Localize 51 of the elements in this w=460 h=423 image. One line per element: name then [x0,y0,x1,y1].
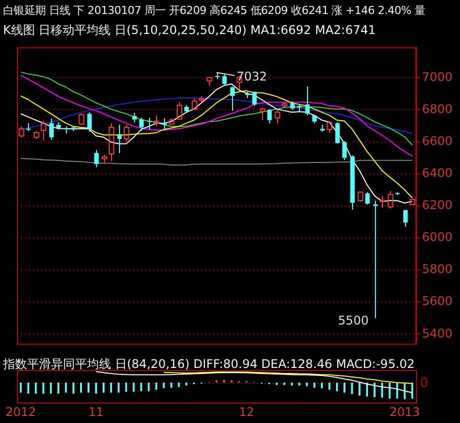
annotation: 5500 [338,313,369,328]
candlestick [245,91,250,99]
ref-line-label: 0 [420,376,428,391]
candlestick [320,124,325,132]
candlestick [335,122,340,144]
y-tick-label: 6400 [422,166,453,180]
candlestick [365,192,370,206]
y-tick-label: 5800 [422,262,453,276]
candlestick [147,117,152,130]
candlestick [222,74,227,86]
candlestick [403,210,408,228]
x-tick-label: 11 [88,404,104,419]
y-tick-label: 6800 [422,102,453,116]
candlestick [312,115,317,124]
candlestick [215,72,220,80]
candlestick [380,195,386,208]
chart-subtitle: K线图 日移动平均线 日(5,10,20,25,50,240) MA1:6692 MA2:6741 [3,22,376,39]
y-tick-label: 5600 [422,294,453,308]
y-tick-label: 7000 [422,70,453,84]
candlestick [56,122,61,130]
chart-title: 白银延期 日线 下 20130107 周一 开6209 高6245 低6209 收6241 涨 +146 2.40% 量 [3,3,426,18]
candlestick [26,122,31,132]
candlestick [117,124,122,154]
x-tick-label: 2012 [5,404,36,419]
candlestick [64,126,69,134]
candlestick [162,118,167,131]
candlestick [305,86,310,116]
annotation: 7032 [236,70,268,84]
y-tick-label: 5400 [422,326,453,340]
y-tick-label: 6600 [422,134,453,148]
candlestick [297,104,302,113]
candlestick [252,92,257,106]
candlestick [260,106,266,121]
candlestick [184,104,189,113]
y-tick-label: 6200 [422,198,453,212]
y-tick-label: 6000 [422,230,453,244]
candlestick [71,126,76,132]
candlestick [267,110,272,124]
candlestick [139,117,144,132]
candlestick [94,149,99,168]
candlestick [290,100,295,110]
x-tick-label: 12 [238,404,254,419]
candlestick [40,120,46,142]
candlestick [373,200,378,319]
candlestick [132,112,137,123]
candlestick [342,140,347,161]
x-tick-label: 2013 [389,404,420,419]
candlestick [108,122,114,162]
candlestick [49,118,54,140]
candlestick [350,154,355,210]
chart-title: 指数平滑异同平均线 日(84,20,16) DIFF:80.94 DEA:128.46 MACD:-95.02 [3,356,415,373]
